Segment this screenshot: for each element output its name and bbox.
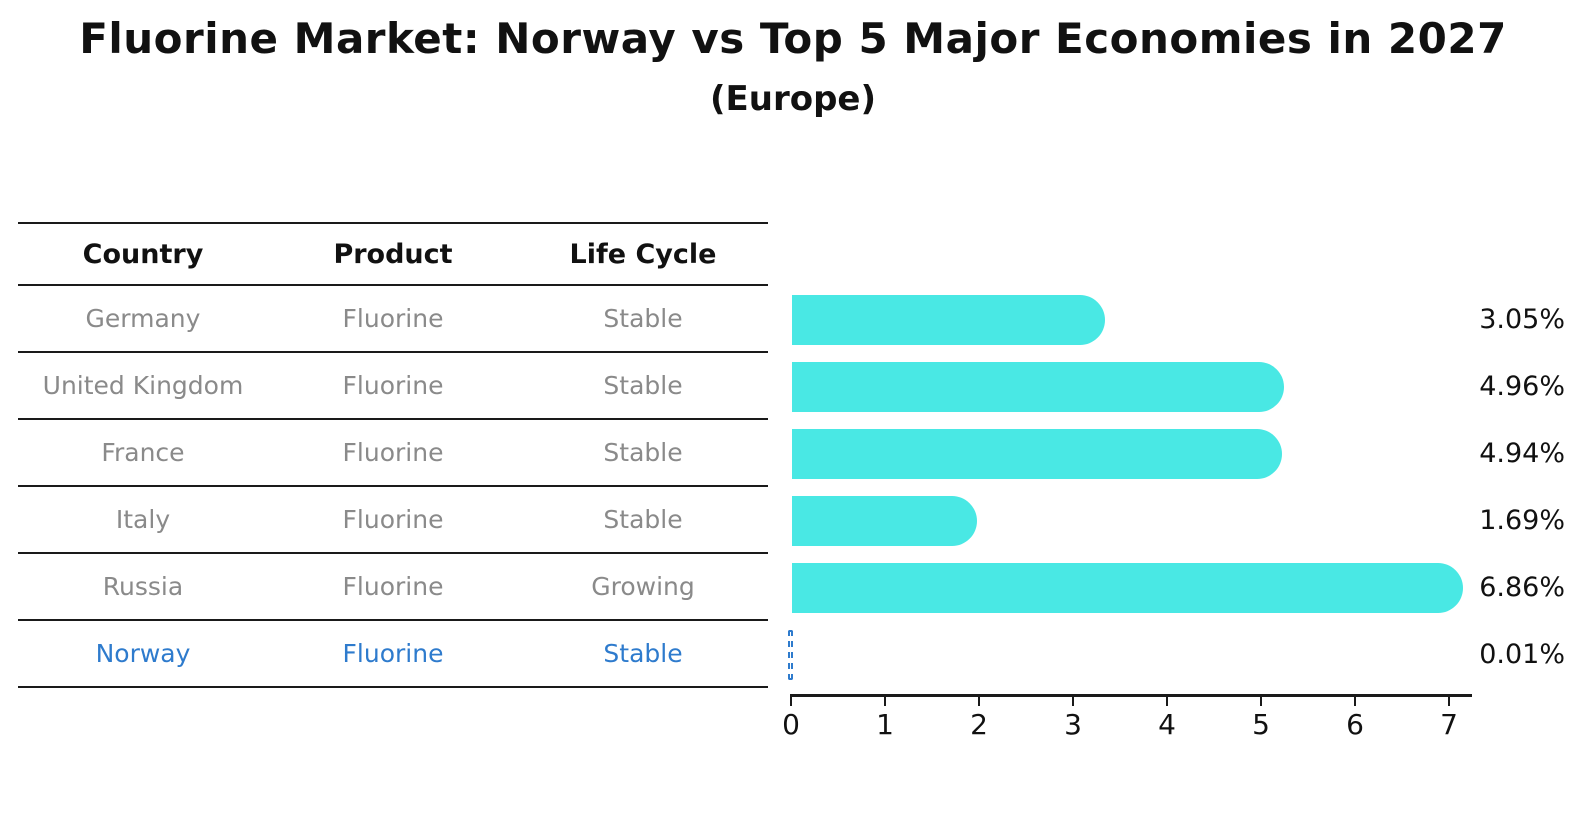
table-header-row: Country Product Life Cycle (18, 222, 768, 286)
x-axis-tick-label: 0 (782, 708, 800, 741)
cell-product: Fluorine (342, 572, 444, 601)
x-axis-tick (1354, 697, 1356, 706)
table-row: Norway Fluorine Stable (18, 621, 768, 688)
bar-highlight-dashed (788, 630, 793, 680)
column-header-country: Country (82, 238, 204, 270)
column-header-product: Product (333, 238, 453, 270)
table-row: Italy Fluorine Stable (18, 487, 768, 554)
bar-value-label: 4.96% (1479, 371, 1565, 402)
bar (792, 429, 1283, 479)
x-axis-tick (884, 697, 886, 706)
bar (792, 496, 977, 546)
cell-product: Fluorine (342, 505, 444, 534)
x-axis-tick-label: 7 (1440, 708, 1458, 741)
x-axis-tick (978, 697, 980, 706)
table-body: Germany Fluorine Stable United Kingdom Fluor… (18, 286, 768, 688)
x-axis-tick-label: 1 (876, 708, 894, 741)
x-axis-tick (790, 697, 792, 706)
bar (792, 362, 1285, 412)
cell-life-cycle: Stable (603, 639, 683, 668)
x-axis-tick (1072, 697, 1074, 706)
cell-life-cycle: Stable (603, 438, 683, 467)
x-axis-tick-label: 4 (1158, 708, 1176, 741)
table-row: France Fluorine Stable (18, 420, 768, 487)
cell-country: United Kingdom (42, 371, 244, 400)
x-axis-tick-label: 2 (970, 708, 988, 741)
bar-value-label: 4.94% (1479, 438, 1565, 469)
table-row: Russia Fluorine Growing (18, 554, 768, 621)
cell-country: Germany (85, 304, 201, 333)
chart-title: Fluorine Market: Norway vs Top 5 Major E… (79, 14, 1507, 63)
bar-value-label: 6.86% (1479, 572, 1565, 603)
x-axis-tick (1260, 697, 1262, 706)
cell-country: France (101, 438, 185, 467)
bar (792, 295, 1105, 345)
cell-country: Norway (95, 639, 191, 668)
cell-country: Russia (102, 572, 184, 601)
bar-value-label: 3.05% (1479, 304, 1565, 335)
cell-product: Fluorine (342, 438, 444, 467)
x-axis-tick-label: 5 (1252, 708, 1270, 741)
bar-value-label: 0.01% (1479, 639, 1565, 670)
cell-life-cycle: Stable (603, 304, 683, 333)
cell-country: Italy (115, 505, 171, 534)
cell-life-cycle: Stable (603, 371, 683, 400)
cell-product: Fluorine (342, 639, 444, 668)
cell-product: Fluorine (342, 304, 444, 333)
cell-product: Fluorine (342, 371, 444, 400)
x-axis-tick (1166, 697, 1168, 706)
x-axis-tick-label: 3 (1064, 708, 1082, 741)
cell-life-cycle: Growing (591, 572, 695, 601)
cell-life-cycle: Stable (603, 505, 683, 534)
column-header-lifecycle: Life Cycle (569, 238, 717, 270)
table-row: Germany Fluorine Stable (18, 286, 768, 353)
country-table: Country Product Life Cycle Germany Fluori… (18, 222, 768, 688)
x-axis-tick-label: 6 (1346, 708, 1364, 741)
table-row: United Kingdom Fluorine Stable (18, 353, 768, 420)
bar (792, 563, 1463, 613)
bar-value-label: 1.69% (1479, 505, 1565, 536)
chart-subtitle: (Europe) (709, 79, 877, 119)
x-axis-tick (1448, 697, 1450, 706)
x-axis-line (790, 694, 1472, 697)
